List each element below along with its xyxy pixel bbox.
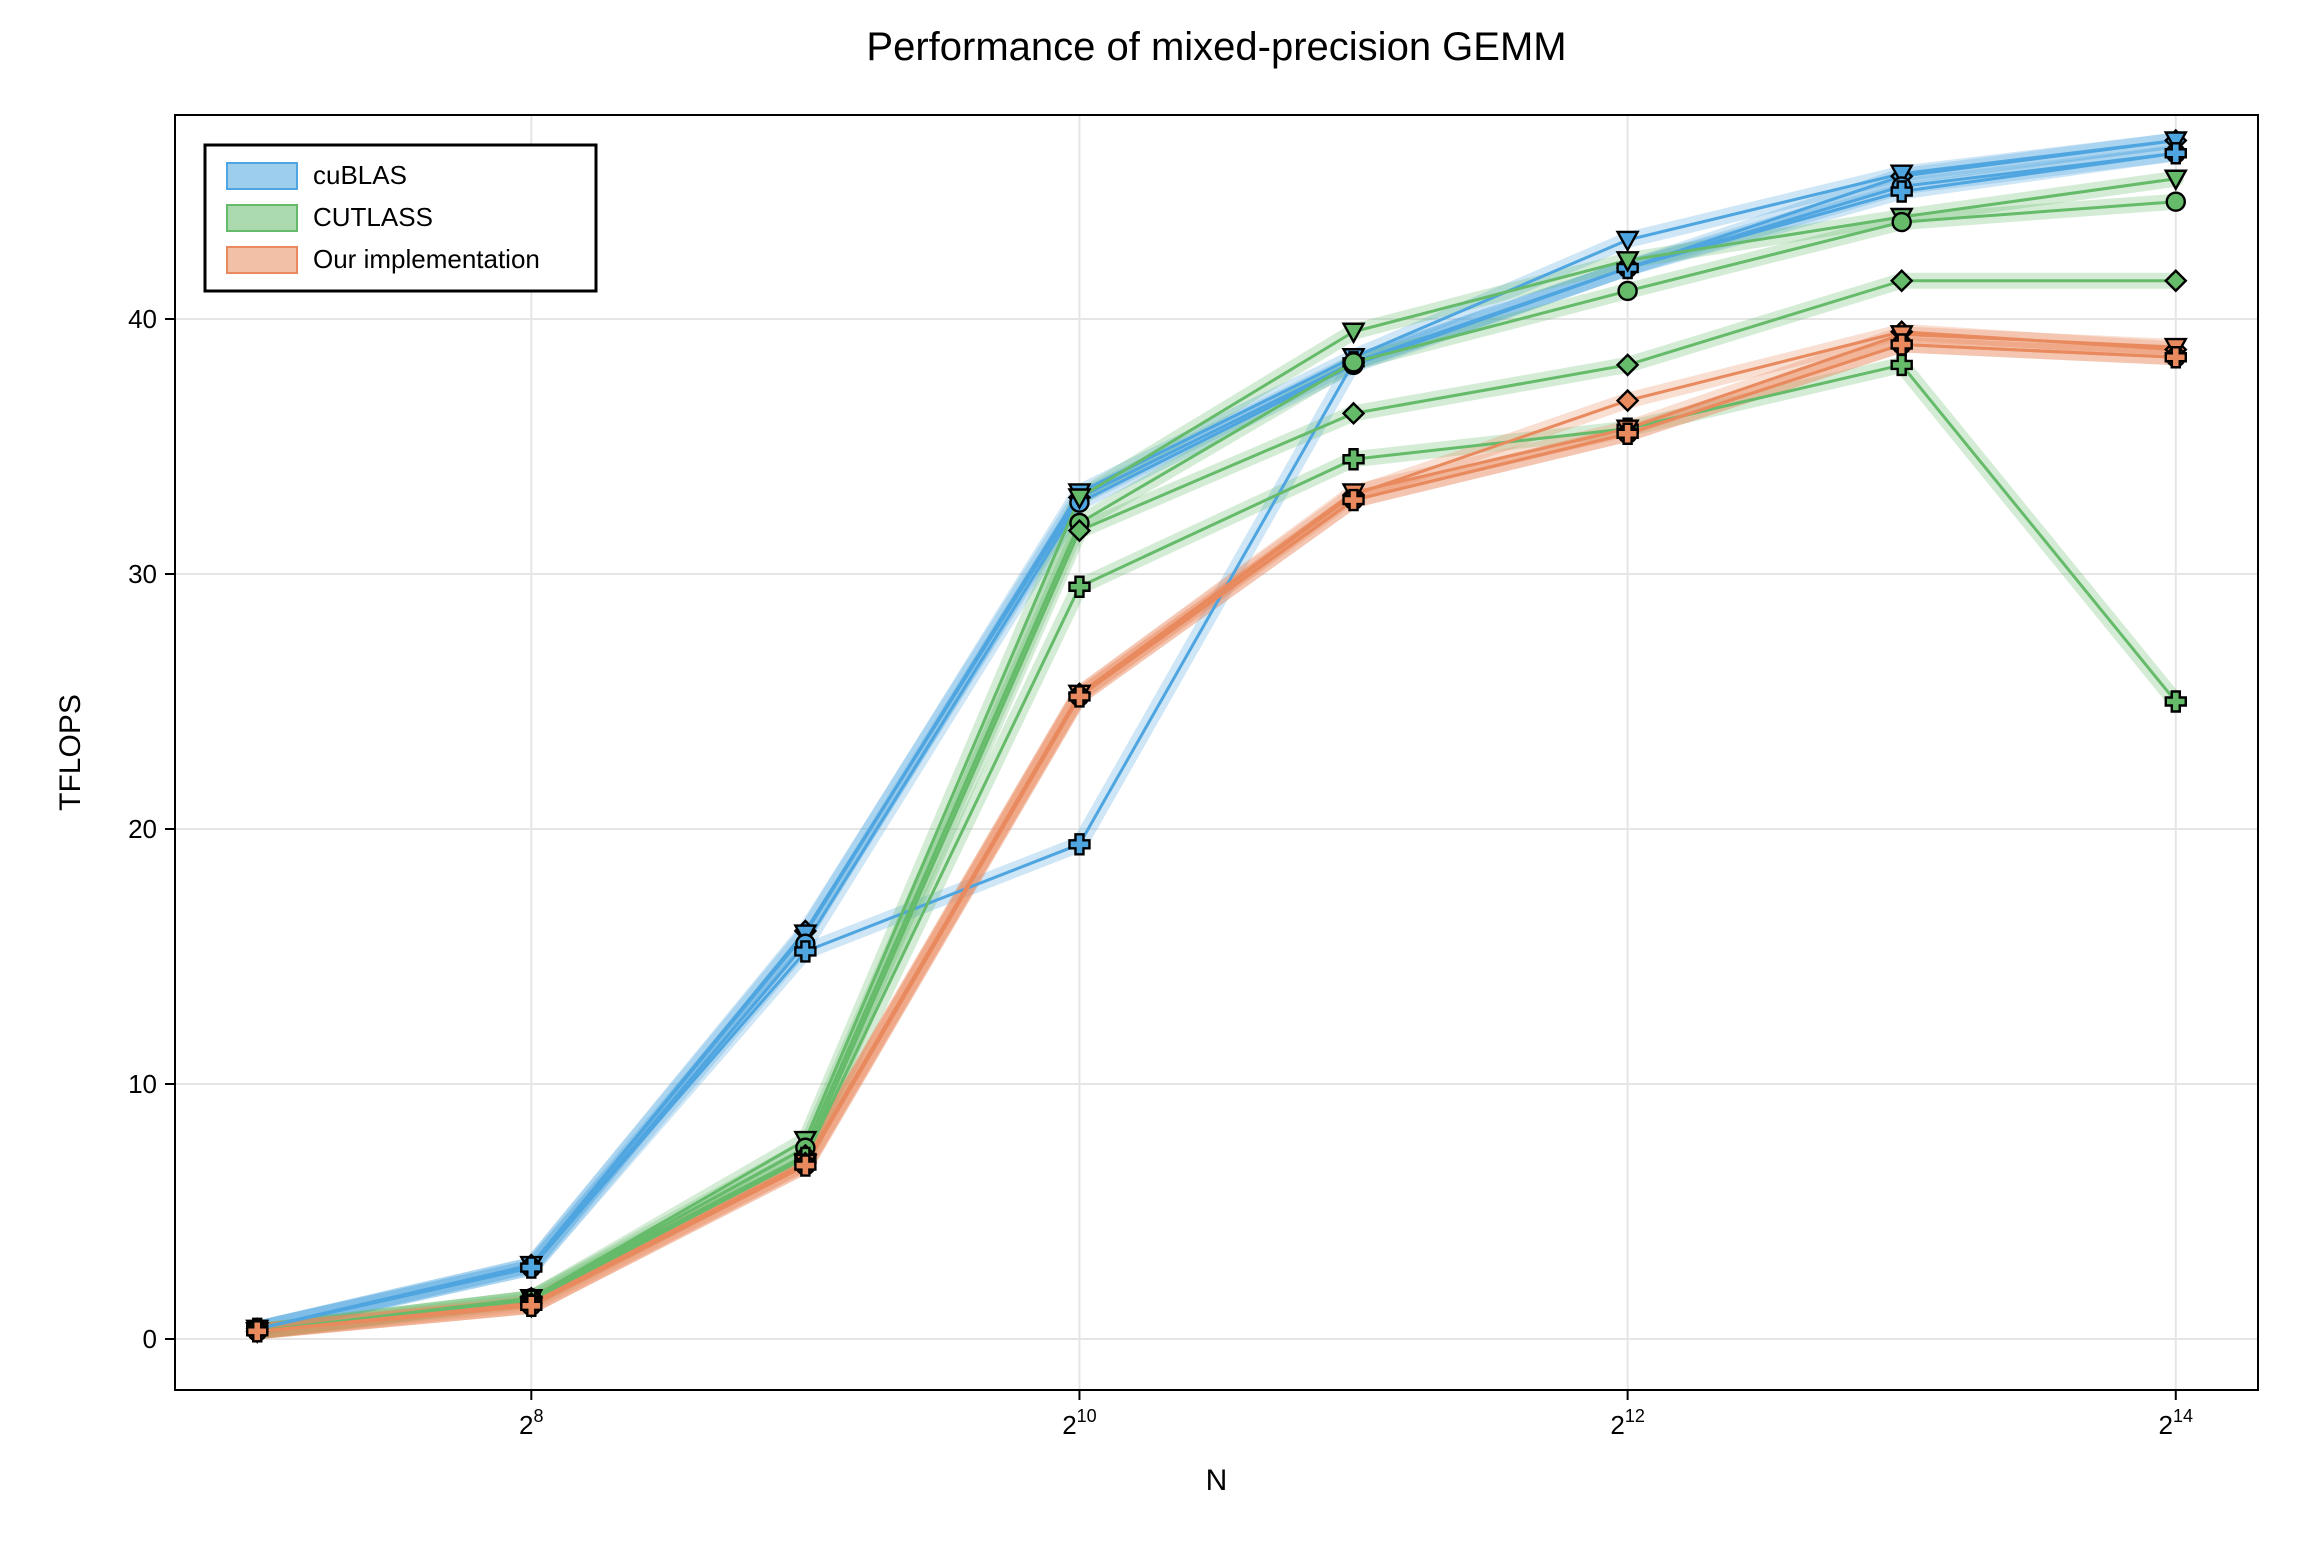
- legend-label: Our implementation: [313, 244, 540, 274]
- legend-swatch: [227, 163, 297, 189]
- marker-circle: [2167, 193, 2185, 211]
- gemm-performance-chart: 28210212214010203040TFLOPSNPerformance o…: [0, 0, 2313, 1545]
- y-tick-label: 20: [128, 814, 157, 844]
- legend: cuBLAS CUTLASS Our implementation: [205, 145, 596, 291]
- x-axis-label: N: [1206, 1464, 1228, 1497]
- marker-circle: [1345, 353, 1363, 371]
- legend-label: cuBLAS: [313, 160, 407, 190]
- legend-swatch: [227, 205, 297, 231]
- y-tick-label: 40: [128, 304, 157, 334]
- legend-label: CUTLASS: [313, 202, 433, 232]
- y-tick-label: 0: [143, 1324, 157, 1354]
- chart-title: Performance of mixed-precision GEMM: [866, 25, 1566, 69]
- y-tick-label: 30: [128, 559, 157, 589]
- y-tick-label: 10: [128, 1069, 157, 1099]
- marker-circle: [1619, 282, 1637, 300]
- marker-circle: [1893, 213, 1911, 231]
- legend-swatch: [227, 247, 297, 273]
- chart-svg: 28210212214010203040TFLOPSNPerformance o…: [0, 0, 2313, 1545]
- y-axis-label: TFLOPS: [54, 694, 87, 811]
